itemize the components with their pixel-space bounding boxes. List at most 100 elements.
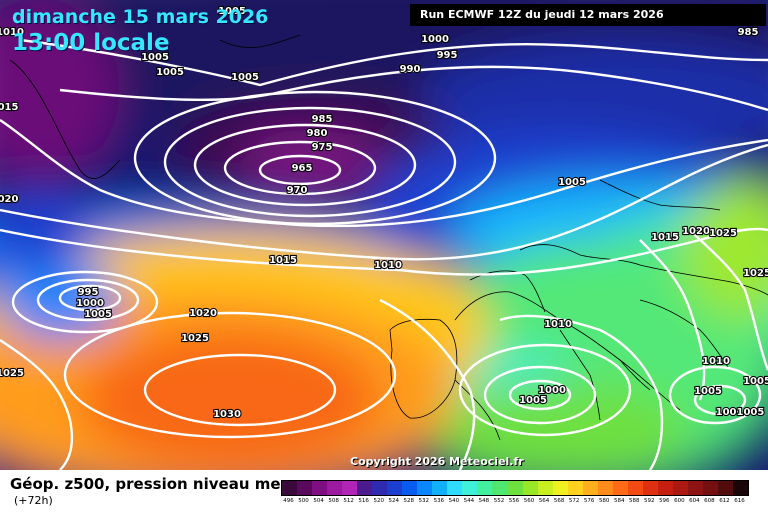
- scale-tick-label: 520: [373, 498, 384, 504]
- isobar-label: 985: [738, 27, 759, 38]
- isobar-label: 1010: [702, 356, 730, 367]
- scale-tick-label: 564: [538, 498, 550, 504]
- lead-time: (+72h): [14, 494, 53, 507]
- isobar-label: 1010: [0, 27, 24, 38]
- scale-tick-label: 584: [613, 498, 625, 504]
- isobar-lines: [0, 38, 768, 470]
- scale-tick-label: 596: [659, 498, 670, 504]
- color-swatch: [372, 481, 388, 495]
- color-swatch: [312, 481, 328, 495]
- isobar-label: 995: [78, 287, 99, 298]
- isobar-label: 985: [312, 114, 333, 125]
- scale-tick-label: 504: [313, 498, 324, 504]
- color-swatch: [327, 481, 343, 495]
- isobar-label: 1025: [709, 228, 737, 239]
- forecast-time: 13:00 locale: [12, 30, 170, 56]
- scale-tick-label: 548: [478, 498, 490, 504]
- isobar-label: 1025: [0, 368, 24, 379]
- isobar-label: 1005: [558, 177, 586, 188]
- isobar-label: 990: [400, 64, 421, 75]
- color-swatch: [597, 481, 613, 495]
- isobar-label: 1000: [421, 34, 449, 45]
- isobar-label: 1005: [218, 6, 246, 17]
- color-swatch: [627, 481, 643, 495]
- isobar-label: 975: [312, 142, 333, 153]
- scale-tick-label: 580: [598, 498, 610, 504]
- model-run-info: Run ECMWF 12Z du jeudi 12 mars 2026: [410, 4, 766, 26]
- scale-tick-label: 500: [298, 498, 309, 504]
- color-swatch: [702, 481, 718, 495]
- color-swatch: [672, 481, 688, 495]
- color-scale: [281, 480, 749, 496]
- legend-footer: Géop. z500, pression niveau mer (+72h) 4…: [0, 470, 768, 512]
- color-swatch: [342, 481, 358, 495]
- isobar-label: 995: [437, 50, 458, 61]
- isobar-label: 1010: [374, 260, 402, 271]
- scale-tick-label: 508: [328, 498, 339, 504]
- scale-tick-label: 496: [283, 498, 294, 504]
- scale-tick-label: 588: [629, 498, 640, 504]
- isobar-label: 1015: [651, 232, 679, 243]
- map-canvas: 1005101010051005100510009959909850159859…: [0, 0, 768, 470]
- scale-tick-label: 540: [448, 498, 460, 504]
- scale-tick-label: 556: [508, 498, 520, 504]
- isobar-label: 020: [0, 194, 18, 205]
- color-swatch: [717, 481, 733, 495]
- isobar-label: 1005: [519, 395, 547, 406]
- color-swatch: [297, 481, 313, 495]
- scale-tick-label: 616: [734, 498, 745, 504]
- isobar-label-layer: 1005101010051005100510009959909850159859…: [0, 5, 768, 421]
- isobar-label: 1005: [231, 72, 259, 83]
- color-swatch: [522, 481, 538, 495]
- scale-tick-label: 512: [343, 498, 354, 504]
- isobar-label: 1005: [156, 67, 184, 78]
- color-swatch: [492, 481, 508, 495]
- color-swatch: [612, 481, 628, 495]
- color-swatch: [507, 481, 523, 495]
- isobar-label: 1025: [181, 333, 209, 344]
- color-swatch: [642, 481, 658, 495]
- color-swatch: [387, 481, 403, 495]
- scale-tick-label: 592: [644, 498, 655, 504]
- isobar-label: 1005: [743, 376, 768, 387]
- isobar-label: 015: [0, 102, 18, 113]
- isobar-label: 1025: [743, 268, 768, 279]
- color-swatch: [537, 481, 553, 495]
- isobar-label: 1020: [189, 308, 217, 319]
- scale-tick-label: 536: [433, 498, 445, 504]
- isobar-label: 1010: [544, 319, 572, 330]
- scale-tick-label: 576: [583, 498, 595, 504]
- color-swatch: [462, 481, 478, 495]
- color-swatch: [552, 481, 568, 495]
- isobar-label: 1005: [141, 52, 169, 63]
- isobar-label: 1005: [84, 309, 112, 320]
- scale-tick-label: 608: [704, 498, 715, 504]
- isobar-label: 1030: [213, 409, 241, 420]
- color-swatch: [567, 481, 583, 495]
- scale-tick-label: 612: [719, 498, 730, 504]
- color-scale-labels: 496 500 504 508 512 516 520 524 528 532 536 540 544 5…: [281, 498, 747, 508]
- isobar-label: 1000: [538, 385, 566, 396]
- isobar-label: 965: [292, 163, 313, 174]
- color-swatch: [417, 481, 433, 495]
- color-swatch: [282, 481, 298, 495]
- isobar-label: 970: [287, 185, 308, 196]
- forecast-date: dimanche 15 mars 2026: [12, 6, 269, 28]
- product-title: Géop. z500, pression niveau mer: [10, 475, 288, 493]
- color-swatch: [357, 481, 373, 495]
- scale-tick-label: 532: [418, 498, 430, 504]
- color-swatch: [582, 481, 598, 495]
- color-swatch: [477, 481, 493, 495]
- isobar-label: 1000: [76, 298, 104, 309]
- scale-tick-label: 572: [568, 498, 580, 504]
- color-swatch: [447, 481, 463, 495]
- color-swatch: [402, 481, 418, 495]
- isobar-label: 980: [307, 128, 328, 139]
- isobar-label: 1005: [694, 386, 722, 397]
- color-swatch: [687, 481, 703, 495]
- scale-tick-label: 516: [358, 498, 369, 504]
- scale-tick-label: 544: [463, 498, 475, 504]
- isobar-label: 1015: [269, 255, 297, 266]
- color-swatch: [432, 481, 448, 495]
- isobar-label: 1020: [682, 226, 710, 237]
